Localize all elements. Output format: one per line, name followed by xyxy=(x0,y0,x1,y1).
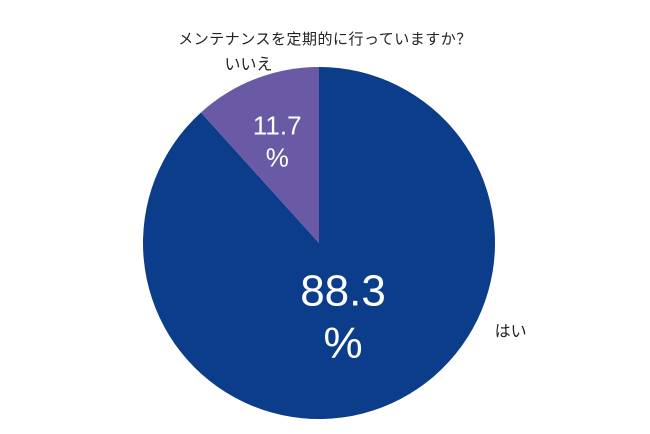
data-label-value-2: 11.7 xyxy=(253,111,302,141)
pie-slice-2 xyxy=(200,67,319,243)
category-label-2: いいえ xyxy=(225,55,273,74)
data-label-value-1: 88.3 xyxy=(300,266,386,315)
category-label-1: はい xyxy=(495,321,527,340)
chart-title: メンテナンスを定期的に行っていますか？ xyxy=(178,30,472,48)
data-label-unit-2: % xyxy=(266,143,289,173)
data-label-unit-1: % xyxy=(323,318,362,367)
